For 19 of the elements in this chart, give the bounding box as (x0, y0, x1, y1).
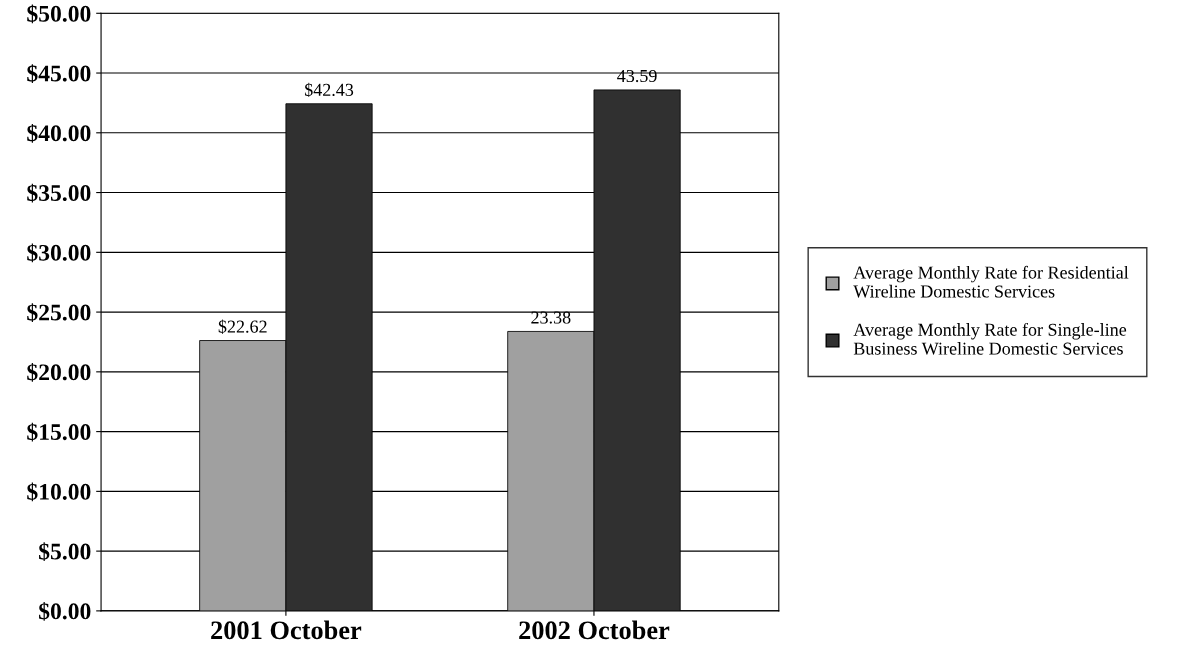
y-tick-label: $35.00 (27, 183, 91, 203)
y-tick-label: $5.00 (39, 542, 91, 562)
data-label: 43.59 (617, 69, 657, 83)
y-tick-label: $40.00 (27, 123, 91, 143)
data-label: 23.38 (531, 311, 571, 324)
legend-label: Average Monthly Rate for Residential Wireline Domestic Services (853, 265, 1129, 298)
data-label: $22.62 (218, 319, 267, 334)
y-tick-label: $15.00 (27, 422, 91, 442)
y-tick-label: $45.00 (27, 64, 91, 84)
x-tick-label: 2001 October (211, 620, 362, 640)
y-tick-label: $30.00 (27, 243, 91, 263)
x-tick-label: 2002 October (519, 620, 670, 640)
legend-label: Average Monthly Rate for Single-line Business Wireline Domestic Services (853, 322, 1127, 355)
y-tick-label: $10.00 (27, 482, 91, 502)
y-tick-label: $50.00 (27, 4, 91, 24)
y-tick-label: $0.00 (39, 601, 91, 621)
data-label: $42.43 (304, 82, 354, 98)
y-tick-label: $20.00 (27, 362, 91, 382)
y-tick-label: $25.00 (27, 303, 91, 323)
